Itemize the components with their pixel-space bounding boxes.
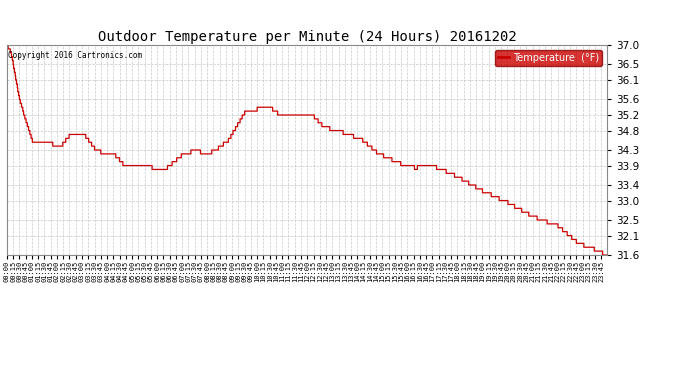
- Legend: Temperature  (°F): Temperature (°F): [495, 50, 602, 66]
- Title: Outdoor Temperature per Minute (24 Hours) 20161202: Outdoor Temperature per Minute (24 Hours…: [98, 30, 516, 44]
- Text: Copyright 2016 Cartronics.com: Copyright 2016 Cartronics.com: [8, 51, 142, 60]
